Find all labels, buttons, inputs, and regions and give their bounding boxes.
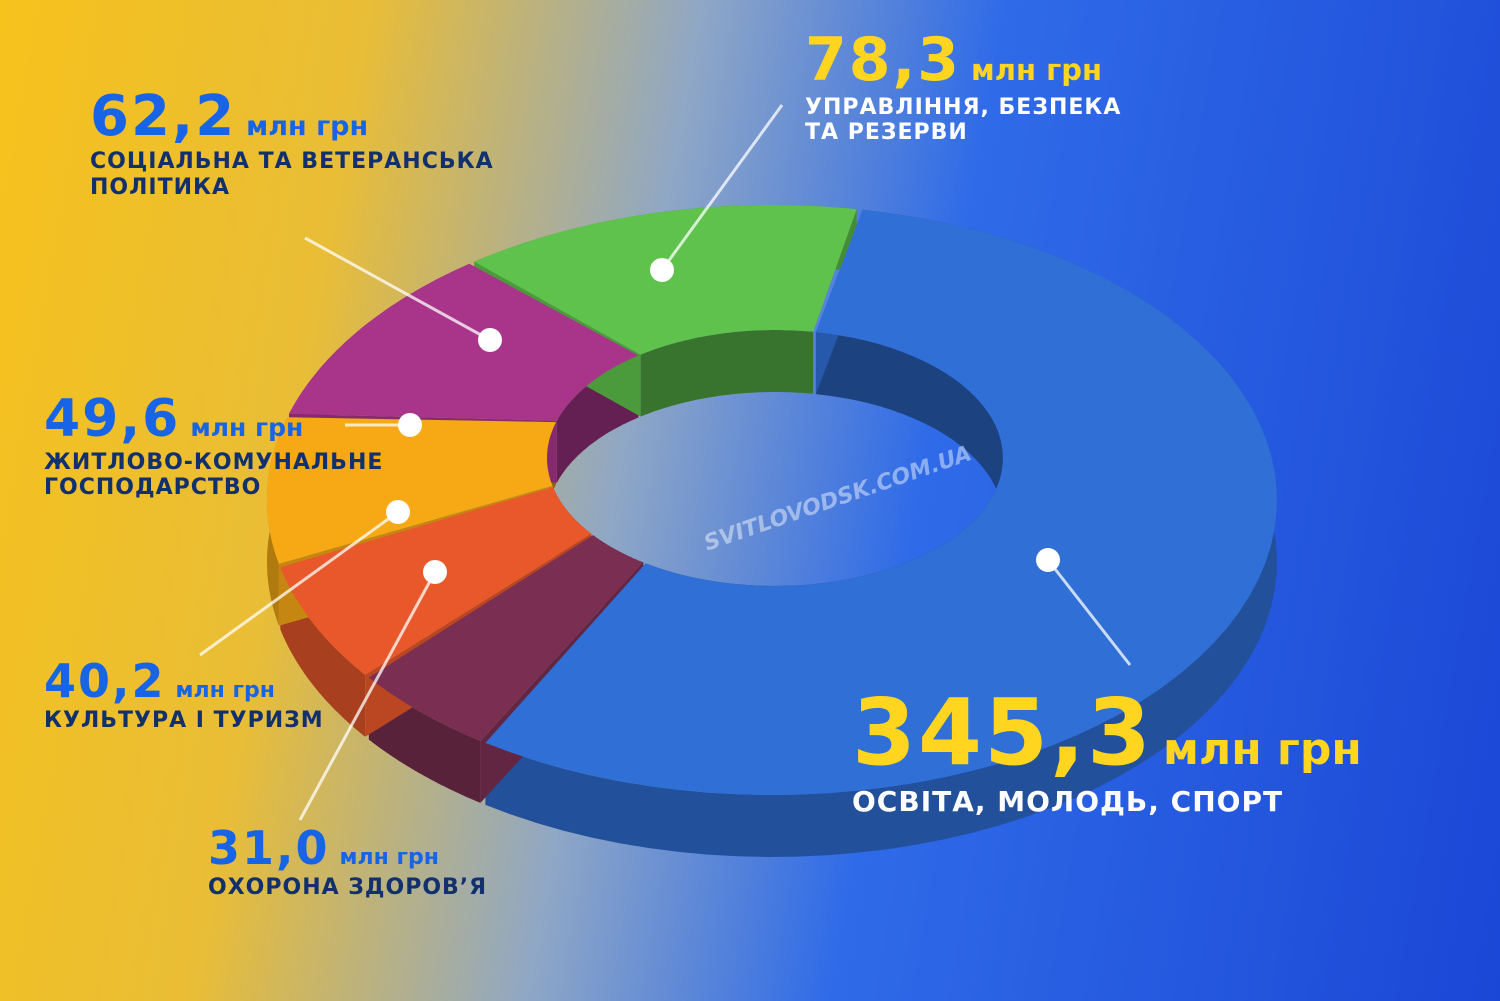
slice [267, 417, 557, 564]
value-label: 345,3 [852, 679, 1154, 786]
unit-label: млн грн [971, 53, 1103, 87]
value-label: 31,0 [208, 821, 330, 875]
leader-line [1046, 559, 1132, 666]
category-label: ЖИТЛОВО-КОМУНАЛЬНЕ ГОСПОДАРСТВО [44, 449, 384, 501]
leader-line [660, 104, 784, 271]
label-dot [423, 560, 447, 584]
watermark: SVITLOVODSK.COM.UA [701, 441, 975, 556]
slice-inner-side [640, 330, 814, 417]
category-label: ОСВІТА, МОЛОДЬ, СПОРТ [852, 784, 1284, 818]
slice-label: 345,3 млн грн ОСВІТА, МОЛОДЬ, СПОРТ [852, 680, 1362, 818]
unit-label: млн грн [1163, 724, 1362, 775]
slice-tops [267, 205, 1277, 796]
slice [368, 535, 644, 741]
category-label: КУЛЬТУРА І ТУРИЗМ [44, 707, 324, 733]
value-row: 31,0 млн грн [208, 822, 487, 875]
label-dot [478, 328, 502, 352]
value-row: 40,2 млн грн [44, 655, 324, 708]
slice-label: 40,2 млн грн КУЛЬТУРА І ТУРИЗМ [44, 655, 324, 733]
label-dot [398, 413, 422, 437]
slice-outer-side [485, 209, 1277, 858]
value-label: 78,3 [805, 25, 962, 95]
category-label: УПРАВЛІННЯ, БЕЗПЕКА ТА РЕЗЕРВИ [805, 95, 1122, 146]
value-label: 49,6 [44, 389, 181, 449]
value-label: 62,2 [90, 84, 237, 149]
slice-label: 31,0 млн грн ОХОРОНА ЗДОРОВ’Я [208, 822, 487, 900]
leader-line [304, 236, 491, 342]
slice-label: 62,2 млн грн СОЦІАЛЬНА ТА ВЕТЕРАНСЬКА ПОЛІ… [90, 84, 494, 200]
slice [485, 209, 1277, 796]
leader-line [298, 571, 437, 821]
slice-label: 78,3 млн грн УПРАВЛІННЯ, БЕЗПЕКА ТА РЕЗЕРВ… [805, 26, 1121, 146]
unit-label: млн грн [190, 413, 304, 442]
value-label: 40,2 [44, 654, 166, 708]
category-label: ОХОРОНА ЗДОРОВ’Я [208, 874, 488, 900]
leader-line [199, 510, 399, 657]
unit-label: млн грн [246, 111, 369, 142]
slice-label: 49,6 млн грн ЖИТЛОВО-КОМУНАЛЬНЕ ГОСПОДАРСТ… [44, 389, 384, 501]
label-dot [1036, 548, 1060, 572]
value-row: 78,3 млн грн [805, 26, 1121, 95]
unit-label: млн грн [339, 845, 439, 870]
label-dot [386, 500, 410, 524]
unit-label: млн грн [175, 678, 275, 703]
value-row: 345,3 млн грн [852, 680, 1362, 786]
slice [289, 263, 639, 421]
label-dot [650, 258, 674, 282]
value-row: 62,2 млн грн [90, 84, 494, 149]
value-row: 49,6 млн грн [44, 389, 383, 450]
category-label: СОЦІАЛЬНА ТА ВЕТЕРАНСЬКА ПОЛІТИКА [90, 149, 494, 200]
